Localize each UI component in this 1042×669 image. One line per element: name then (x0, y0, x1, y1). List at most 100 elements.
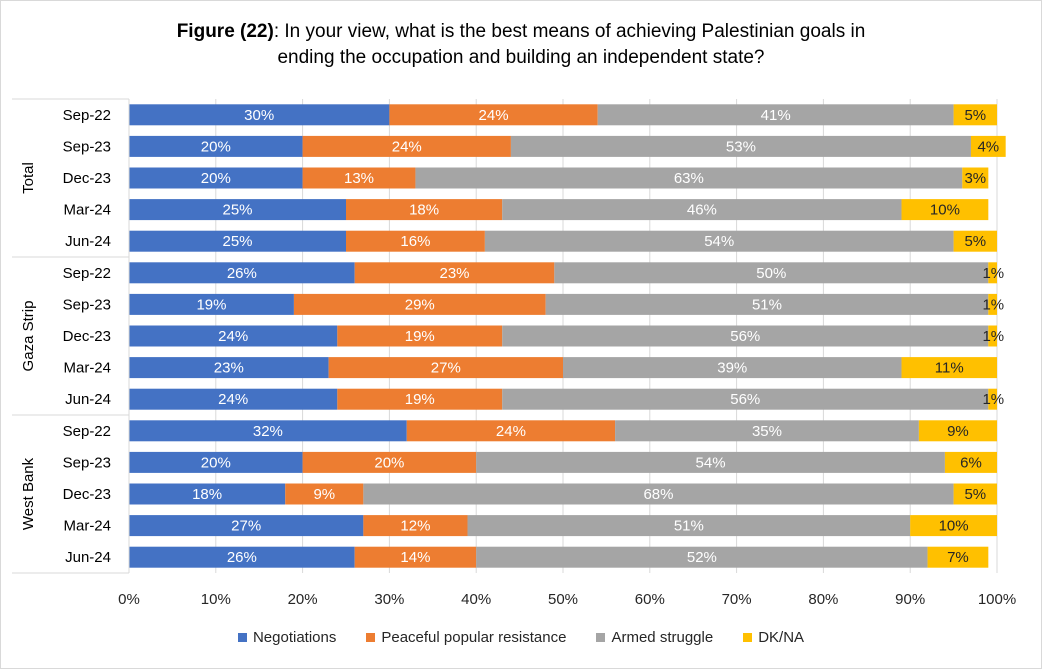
bar-segment (302, 451, 477, 473)
bars: 30% 24% 41% 5% 20% 24% 53% 4% 20% 13% 63% 3% 25% 18% 4… (129, 104, 1006, 568)
data-label: 29% (405, 296, 435, 313)
data-label: 4% (977, 138, 999, 155)
bar-segment (293, 293, 546, 315)
row-label: Mar-24 (63, 518, 111, 535)
x-tick-label: 30% (374, 591, 404, 608)
bar-segment (328, 357, 563, 379)
data-label: 26% (227, 549, 257, 566)
x-tick-label: 80% (808, 591, 838, 608)
row-label: Sep-23 (63, 454, 111, 471)
x-tick-label: 100% (978, 591, 1016, 608)
x-tick-label: 0% (118, 591, 140, 608)
data-label: 14% (400, 549, 430, 566)
bar-segment (927, 546, 989, 568)
data-label: 3% (964, 170, 986, 187)
data-label: 19% (405, 328, 435, 345)
data-label: 9% (313, 486, 335, 503)
legend-swatch (237, 632, 247, 642)
bar-segment (988, 388, 997, 410)
data-label: 24% (392, 138, 422, 155)
data-label: 11% (935, 360, 964, 377)
data-label: 19% (196, 296, 226, 313)
data-label: 9% (947, 423, 969, 440)
legend-label: Negotiations (252, 628, 337, 646)
data-label: 19% (405, 391, 435, 408)
bar-segment (502, 325, 989, 347)
bar-segment (597, 104, 954, 126)
row-label: Mar-24 (63, 202, 111, 219)
bar-segment (962, 167, 989, 189)
legend-item: DK/NA (743, 629, 804, 646)
bar-segment (337, 325, 503, 347)
data-label: 54% (696, 454, 726, 471)
bar-segment (406, 420, 616, 442)
data-label: 24% (218, 391, 248, 408)
data-label: 1% (982, 265, 1004, 282)
bar-segment (129, 388, 338, 410)
bar-segment (901, 357, 997, 379)
bar-segment (944, 451, 997, 473)
data-label: 10% (939, 518, 969, 535)
legend-item: Peaceful popular resistance (366, 629, 566, 646)
title-text-line2: ending the occupation and building an in… (277, 47, 765, 68)
x-tick-label: 40% (461, 591, 491, 608)
data-label: 20% (374, 454, 404, 471)
x-tick-label: 50% (548, 591, 578, 608)
data-label: 24% (496, 423, 526, 440)
x-tick-label: 90% (895, 591, 925, 608)
x-tick-label: 60% (635, 591, 665, 608)
data-label: 50% (756, 265, 786, 282)
legend-label: DK/NA (758, 628, 805, 646)
data-label: 23% (214, 360, 244, 377)
bar-segment (476, 546, 928, 568)
data-label: 20% (201, 138, 231, 155)
chart-title: Figure (22): In your view, what is the b… (20, 19, 1022, 71)
data-label: 54% (704, 233, 734, 250)
bar-segment (988, 262, 997, 284)
bar-segment (129, 104, 390, 126)
row-label: Jun-24 (65, 391, 111, 408)
data-label: 5% (964, 486, 986, 503)
legend-label: Armed struggle (611, 628, 714, 646)
bar-segment (302, 135, 511, 157)
bar-segment (554, 262, 989, 284)
group-label: Total (20, 162, 37, 194)
data-label: 18% (409, 202, 439, 219)
group-label: Gaza Strip (20, 301, 37, 372)
bar-segment (129, 230, 346, 252)
data-label: 26% (227, 265, 257, 282)
bar-segment (953, 483, 997, 505)
data-label: 25% (222, 233, 252, 250)
title-text: : In your view, what is the best means o… (273, 21, 866, 42)
data-label: 1% (982, 296, 1004, 313)
data-label: 20% (201, 454, 231, 471)
bar-segment (285, 483, 364, 505)
legend-label: Peaceful popular resistance (381, 628, 567, 646)
bar-segment (484, 230, 954, 252)
legend: Negotiations Peaceful popular resistance A… (0, 626, 1042, 648)
row-label: Sep-22 (63, 107, 111, 124)
legend-item: Armed struggle (596, 629, 713, 646)
data-label: 16% (400, 233, 430, 250)
data-label: 27% (231, 518, 261, 535)
data-label: 23% (439, 265, 469, 282)
data-label: 30% (244, 107, 274, 124)
data-label: 24% (479, 107, 509, 124)
row-label: Dec-23 (63, 328, 111, 345)
data-label: 18% (192, 486, 222, 503)
data-label: 51% (674, 518, 704, 535)
data-label: 56% (730, 328, 760, 345)
bar-segment (510, 135, 971, 157)
bar-segment (337, 388, 503, 410)
bar-segment (988, 293, 997, 315)
legend-swatch (366, 632, 376, 642)
row-label: Dec-23 (63, 170, 111, 187)
bar-segment (129, 135, 303, 157)
data-label: 10% (930, 202, 960, 219)
bar-segment (302, 167, 416, 189)
x-tick-label: 70% (722, 591, 752, 608)
data-label: 13% (344, 170, 374, 187)
bar-segment (129, 515, 364, 537)
row-label: Jun-24 (65, 233, 111, 250)
